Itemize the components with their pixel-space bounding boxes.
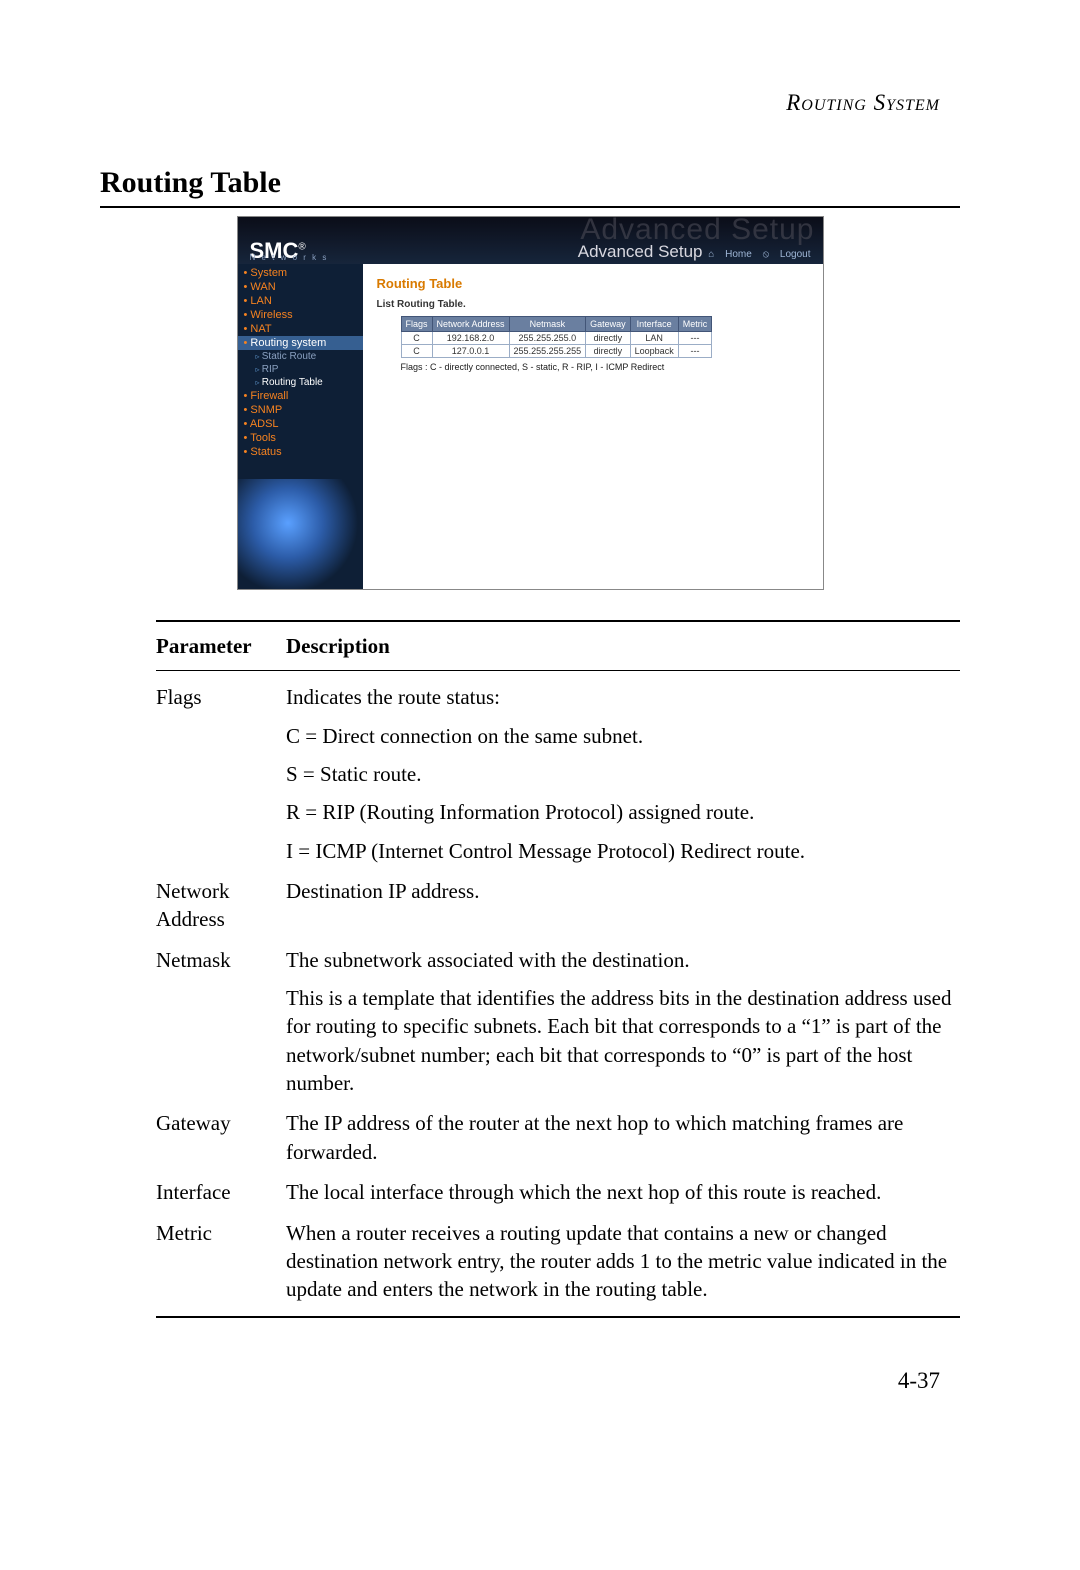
brand-reg: ® (298, 242, 305, 253)
table-cell: directly (586, 332, 631, 345)
param-description-line: C = Direct connection on the same subnet… (286, 722, 960, 750)
sidebar-subitem[interactable]: Static Route (238, 350, 363, 363)
table-header-cell: Metric (678, 317, 712, 332)
table-row: C192.168.2.0255.255.255.0directlyLAN--- (401, 332, 712, 345)
content-title: Routing Table (377, 276, 809, 291)
sidebar-item[interactable]: LAN (238, 294, 363, 308)
param-name: Metric (156, 1213, 286, 1310)
logout-link[interactable]: Logout (780, 249, 811, 260)
content-area: Routing Table List Routing Table. FlagsN… (363, 264, 823, 589)
param-table-head: Parameter Description (156, 626, 960, 666)
param-header-parameter: Parameter (156, 626, 286, 666)
content-subtitle: List Routing Table. (377, 299, 809, 310)
sidebar-item[interactable]: Tools (238, 431, 363, 445)
param-rule-top (156, 620, 960, 622)
screenshot-body: SystemWANLANWirelessNATRouting systemSta… (238, 264, 823, 589)
table-cell: LAN (630, 332, 678, 345)
table-cell: C (401, 345, 432, 358)
param-section: Parameter Description FlagsIndicates the… (100, 620, 960, 1318)
table-cell: 255.255.255.255 (509, 345, 586, 358)
sidebar-subitem[interactable]: RIP (238, 363, 363, 376)
param-name: Netmask (156, 940, 286, 1104)
param-table-body: FlagsIndicates the route status: C = Dire… (156, 677, 960, 1309)
table-cell: --- (678, 345, 712, 358)
table-header-cell: Network Address (432, 317, 509, 332)
table-row: C127.0.0.1255.255.255.255directlyLoopbac… (401, 345, 712, 358)
param-row: NetmaskThe subnetwork associated with th… (156, 940, 960, 1104)
sidebar-item[interactable]: ADSL (238, 417, 363, 431)
table-header-row: FlagsNetwork AddressNetmaskGatewayInterf… (401, 317, 712, 332)
param-description-line: S = Static route. (286, 760, 960, 788)
param-row: InterfaceThe local interface through whi… (156, 1172, 960, 1212)
param-name: Flags (156, 677, 286, 871)
table-header-cell: Interface (630, 317, 678, 332)
table-header-cell: Gateway (586, 317, 631, 332)
sidebar-item[interactable]: SNMP (238, 403, 363, 417)
table-cell: C (401, 332, 432, 345)
screenshot-header: SMC® N e t w o r k s Advanced Setup Adva… (238, 217, 823, 264)
param-description: Indicates the route status: C = Direct co… (286, 677, 960, 871)
param-row: Network AddressDestination IP address. (156, 871, 960, 940)
param-description-line: I = ICMP (Internet Control Message Proto… (286, 837, 960, 865)
sidebar-item[interactable]: Wireless (238, 308, 363, 322)
table-cell: 192.168.2.0 (432, 332, 509, 345)
routing-table: FlagsNetwork AddressNetmaskGatewayInterf… (401, 316, 713, 358)
param-description-line: This is a template that identifies the a… (286, 984, 960, 1097)
param-description-line: The IP address of the router at the next… (286, 1109, 960, 1166)
logout-icon[interactable]: ⦸ Logout (763, 249, 811, 260)
home-link[interactable]: Home (725, 249, 752, 260)
param-rule-mid (156, 670, 960, 671)
sidebar-item[interactable]: Routing system (238, 336, 363, 350)
param-row: MetricWhen a router receives a routing u… (156, 1213, 960, 1310)
sidebar-subitem[interactable]: Routing Table (238, 376, 363, 389)
sidebar-item[interactable]: Firewall (238, 389, 363, 403)
param-description: The subnetwork associated with the desti… (286, 940, 960, 1104)
router-screenshot: SMC® N e t w o r k s Advanced Setup Adva… (237, 216, 824, 590)
home-icon[interactable]: ⌂ Home (708, 249, 752, 260)
param-description: When a router receives a routing update … (286, 1213, 960, 1310)
param-row: FlagsIndicates the route status: C = Dire… (156, 677, 960, 871)
page: Routing System Routing Table SMC® N e t … (0, 0, 1080, 1454)
sidebar-item[interactable]: WAN (238, 280, 363, 294)
running-head: Routing System (100, 90, 940, 116)
param-description-line: R = RIP (Routing Information Protocol) a… (286, 798, 960, 826)
param-description-line: The local interface through which the ne… (286, 1178, 960, 1206)
table-cell: --- (678, 332, 712, 345)
param-name: Interface (156, 1172, 286, 1212)
page-number: 4-37 (100, 1368, 940, 1394)
param-description-line: When a router receives a routing update … (286, 1219, 960, 1304)
table-cell: Loopback (630, 345, 678, 358)
table-cell: 127.0.0.1 (432, 345, 509, 358)
brand-subtext: N e t w o r k s (250, 253, 329, 262)
table-cell: directly (586, 345, 631, 358)
sidebar-item[interactable]: System (238, 266, 363, 280)
flags-legend: Flags : C - directly connected, S - stat… (401, 362, 809, 372)
param-name: Network Address (156, 871, 286, 940)
param-header-description: Description (286, 626, 960, 666)
table-cell: 255.255.255.0 (509, 332, 586, 345)
sidebar-item[interactable]: NAT (238, 322, 363, 336)
param-name: Gateway (156, 1103, 286, 1172)
param-description: The IP address of the router at the next… (286, 1103, 960, 1172)
param-description-line: Destination IP address. (286, 877, 960, 905)
sidebar-item[interactable]: Status (238, 445, 363, 459)
param-rule-bot (156, 1316, 960, 1318)
title-rule (100, 206, 960, 208)
table-header-cell: Flags (401, 317, 432, 332)
header-title: Advanced Setup (578, 242, 703, 262)
section-title: Routing Table (100, 166, 960, 200)
param-description-line: The subnetwork associated with the desti… (286, 946, 960, 974)
table-header-cell: Netmask (509, 317, 586, 332)
sidebar: SystemWANLANWirelessNATRouting systemSta… (238, 264, 363, 589)
param-description: The local interface through which the ne… (286, 1172, 960, 1212)
header-links: ⌂ Home ⦸ Logout (700, 249, 810, 260)
param-description: Destination IP address. (286, 871, 960, 940)
param-description-line: Indicates the route status: (286, 683, 960, 711)
sidebar-decorative-image (238, 479, 363, 589)
param-row: GatewayThe IP address of the router at t… (156, 1103, 960, 1172)
